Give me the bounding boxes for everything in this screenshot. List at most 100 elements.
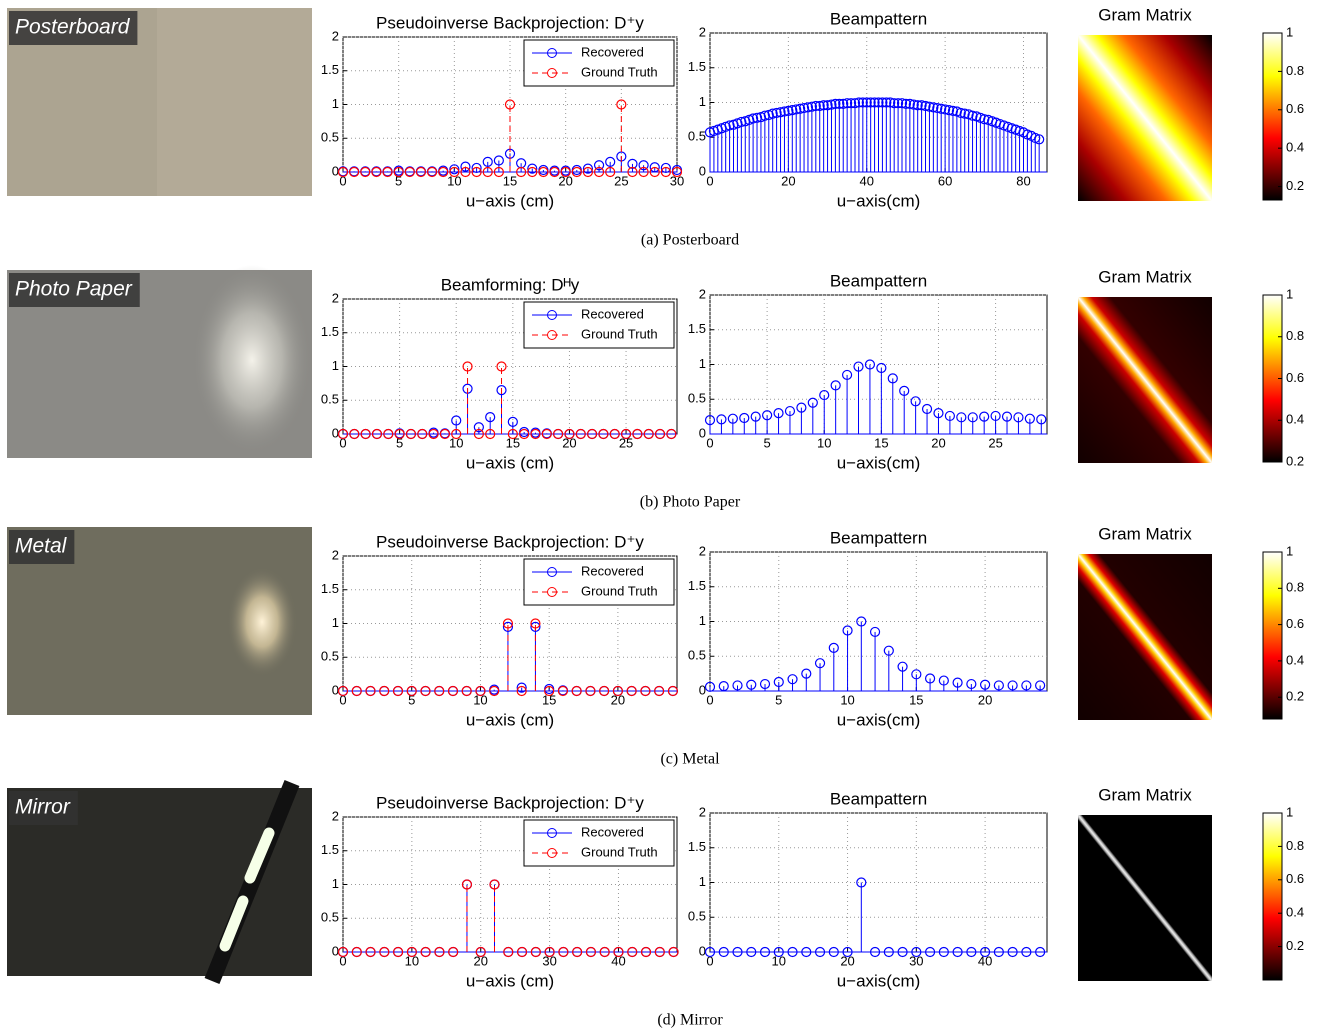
x-axis-label: u−axis(cm) xyxy=(837,971,921,990)
stem-marker xyxy=(933,408,944,419)
stem-marker xyxy=(527,163,538,174)
stem-marker xyxy=(732,680,743,691)
stem-marker xyxy=(724,120,735,131)
stem-marker xyxy=(940,104,951,115)
stem-marker xyxy=(541,428,552,440)
stem-marker xyxy=(504,99,516,110)
stem-marker xyxy=(420,946,431,958)
stem-marker xyxy=(496,385,507,396)
colorbar xyxy=(1262,32,1283,201)
stem-marker xyxy=(802,102,814,113)
y-tick-label: 0 xyxy=(699,943,706,958)
stem-marker xyxy=(553,428,564,440)
heatmap-image xyxy=(1078,815,1212,981)
x-tick-label: 0 xyxy=(706,173,713,188)
stem-marker xyxy=(899,385,910,397)
y-tick-label: 0 xyxy=(699,163,706,178)
stem-marker xyxy=(787,946,798,958)
colorbar-tick-label: 0.2 xyxy=(1286,938,1304,953)
stem-marker xyxy=(814,946,826,958)
stem-marker xyxy=(1036,414,1047,425)
stem-marker xyxy=(877,97,888,108)
heatmap-image xyxy=(1078,297,1212,463)
y-tick-label: 1.5 xyxy=(321,581,339,596)
stem-marker xyxy=(911,669,922,680)
stem-marker xyxy=(746,946,757,958)
x-tick-label: 20 xyxy=(558,173,572,188)
stem-marker xyxy=(767,108,778,119)
legend-marker xyxy=(547,848,557,858)
stem-marker xyxy=(406,946,417,958)
y-tick-label: 1.5 xyxy=(688,59,706,74)
x-tick-label: 20 xyxy=(978,692,992,707)
stem-marker xyxy=(1024,413,1035,424)
stem-marker xyxy=(371,166,382,178)
stem-marker xyxy=(841,369,853,381)
x-tick-label: 5 xyxy=(395,173,402,188)
stem-marker xyxy=(911,946,922,958)
y-tick-label: 0.5 xyxy=(321,649,339,664)
stem-marker xyxy=(924,946,936,958)
stem-marker xyxy=(892,98,904,109)
chart-title: Gram Matrix xyxy=(1098,524,1192,543)
stem-marker xyxy=(736,116,747,128)
stem-marker xyxy=(337,428,349,440)
x-tick-label: 5 xyxy=(775,692,782,707)
stem-marker xyxy=(392,946,404,958)
stem-marker xyxy=(759,110,770,121)
stem-marker xyxy=(798,102,810,114)
y-tick-label: 0.5 xyxy=(321,392,339,407)
photo-label: Photo Paper xyxy=(15,278,133,301)
stem-marker xyxy=(853,361,864,372)
photo-label: Metal xyxy=(15,535,68,558)
stem-marker xyxy=(864,359,876,370)
stem-marker xyxy=(773,946,784,958)
stem-marker xyxy=(337,946,349,958)
stem-marker xyxy=(461,685,472,697)
stem-marker xyxy=(993,946,1004,958)
photo-light xyxy=(244,827,275,884)
stem-marker xyxy=(779,106,790,117)
x-tick-label: 0 xyxy=(706,435,713,450)
chart-title: Pseudoinverse Backprojection: D⁺y xyxy=(376,13,644,32)
stem-marker xyxy=(924,673,936,684)
stem-marker xyxy=(439,428,450,440)
stem-marker xyxy=(496,361,507,372)
stem-marker xyxy=(649,162,660,173)
x-tick-label: 20 xyxy=(473,953,487,968)
x-tick-label: 0 xyxy=(339,692,346,707)
stem-marker xyxy=(751,112,763,123)
stem-marker xyxy=(640,685,651,697)
stem-marker xyxy=(887,373,898,384)
stem-marker xyxy=(485,428,496,440)
stem-marker xyxy=(627,158,638,169)
stem-marker xyxy=(503,946,514,958)
y-tick-label: 1 xyxy=(332,96,339,111)
x-tick-label: 5 xyxy=(396,435,403,450)
stem-marker xyxy=(806,101,817,112)
photo-label: Posterboard xyxy=(15,16,131,39)
stem-marker xyxy=(530,618,541,629)
stem-marker xyxy=(932,102,943,114)
stem-marker xyxy=(1021,680,1032,691)
stem-marker xyxy=(830,98,841,109)
stem-marker xyxy=(830,380,841,391)
x-tick-label: 10 xyxy=(840,692,854,707)
x-tick-label: 25 xyxy=(988,435,1002,450)
stem-marker xyxy=(807,397,818,408)
caption: (c) Metal xyxy=(660,751,720,768)
stem-marker xyxy=(980,946,991,958)
chart-title: Beampattern xyxy=(830,528,927,547)
colorbar-tick-label: 0.8 xyxy=(1286,838,1304,853)
y-tick-label: 1.5 xyxy=(321,842,339,857)
legend-label: Recovered xyxy=(581,563,644,578)
x-tick-label: 10 xyxy=(447,173,461,188)
stem-marker xyxy=(582,166,594,178)
stem-marker xyxy=(507,416,518,427)
legend-marker xyxy=(547,587,557,597)
stem-marker xyxy=(349,166,360,178)
stem-marker xyxy=(337,685,349,697)
stem-marker xyxy=(783,105,794,116)
caption: (d) Mirror xyxy=(657,1012,723,1029)
legend-marker xyxy=(547,330,557,340)
